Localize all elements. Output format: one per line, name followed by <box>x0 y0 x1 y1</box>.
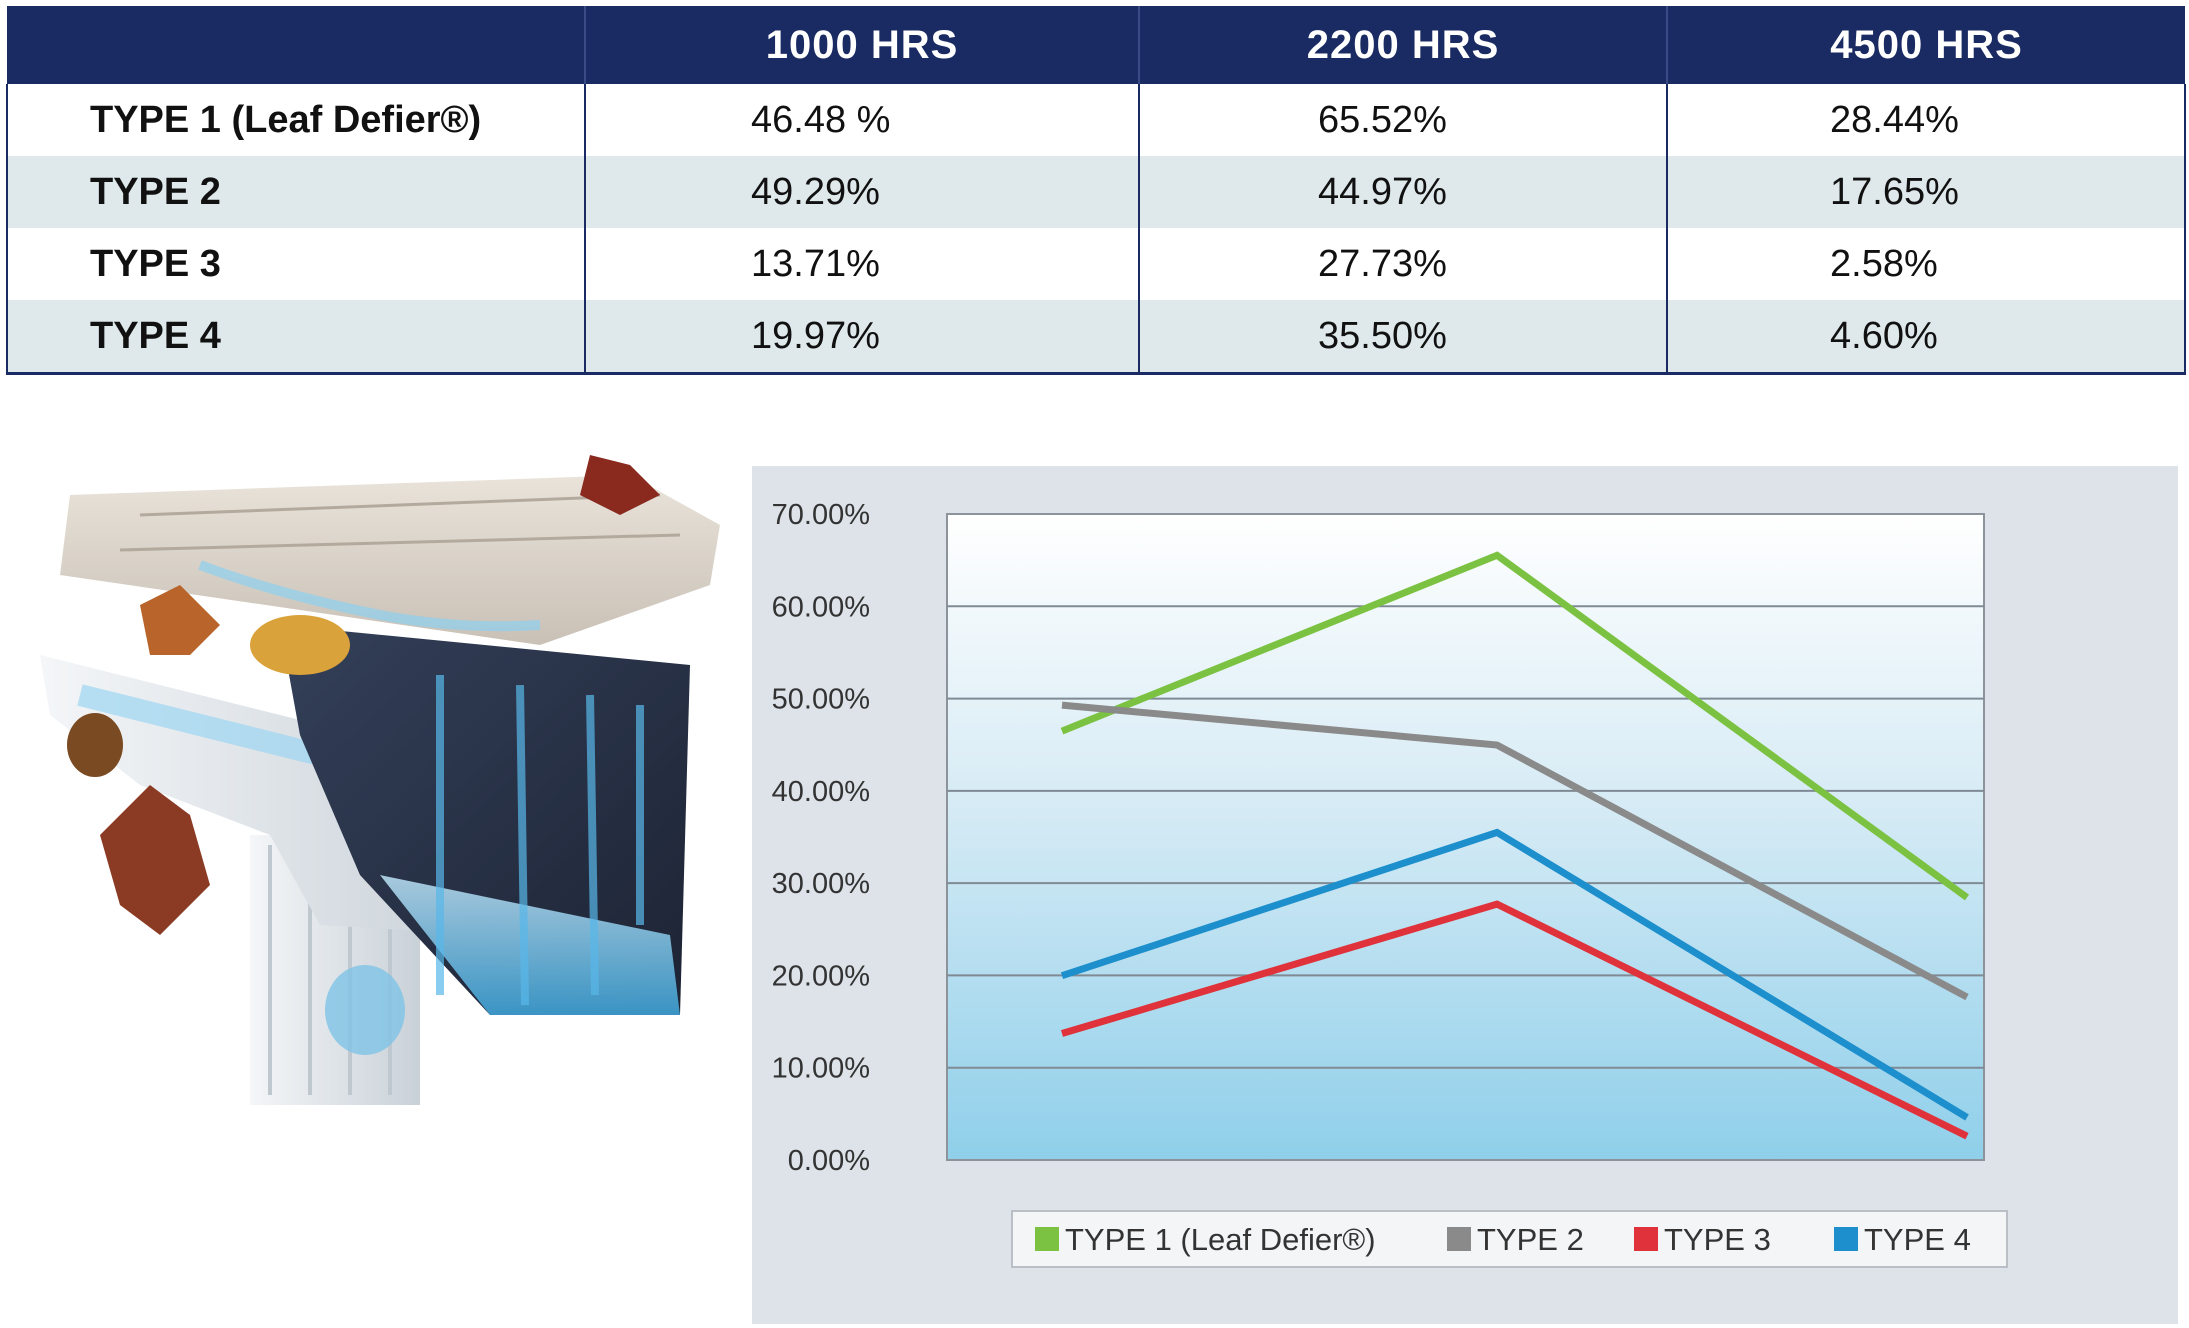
series-line-1 <box>1060 551 1970 901</box>
plot-area <box>946 513 1985 1161</box>
results-table: 1000 HRS 2200 HRS 4500 HRS TYPE 1 (Leaf … <box>6 6 2186 375</box>
legend: TYPE 1 (Leaf Defier®) TYPE 2 TYPE 3 TYPE 4 <box>1035 1222 1971 1257</box>
cell-value: 4.60% <box>1666 300 2186 375</box>
chart-panel: 0.00% 10.00% 20.00% 30.00% 40.00% 50.00% 60.00… <box>752 466 2178 1324</box>
series-line-3 <box>1061 900 1969 1140</box>
cell-value: 19.97% <box>584 300 1139 375</box>
cell-value: 28.44% <box>1666 84 2186 156</box>
table-header-1000: 1000 HRS <box>584 6 1139 84</box>
y-tick-label: 70.00% <box>772 499 870 531</box>
legend-label: TYPE 2 <box>1477 1222 1584 1257</box>
y-tick-label: 60.00% <box>772 591 870 623</box>
legend-label: TYPE 1 (Leaf Defier®) <box>1065 1222 1376 1257</box>
cell-value: 44.97% <box>1138 156 1667 228</box>
row-label: TYPE 2 <box>6 156 585 228</box>
table-row: TYPE 1 (Leaf Defier®) 46.48 % 65.52% 28.… <box>6 84 2186 156</box>
line-chart: 0.00% 10.00% 20.00% 30.00% 40.00% 50.00% 60.00… <box>772 499 2008 1268</box>
row-label: TYPE 1 (Leaf Defier®) <box>6 84 585 156</box>
cell-value: 49.29% <box>584 156 1139 228</box>
y-tick-label: 40.00% <box>772 776 870 808</box>
y-axis-ticks: 0.00% 10.00% 20.00% 30.00% 40.00% 50.00% 60.00… <box>772 499 870 1177</box>
legend-swatch <box>1447 1227 1471 1251</box>
cell-value: 27.73% <box>1138 228 1667 300</box>
gutter-guard-illustration <box>40 455 720 1105</box>
y-tick-label: 0.00% <box>788 1145 870 1177</box>
legend-swatch <box>1834 1227 1858 1251</box>
gridlines <box>947 605 1984 1069</box>
y-tick-label: 30.00% <box>772 868 870 900</box>
cell-value: 35.50% <box>1138 300 1667 375</box>
row-label: TYPE 4 <box>6 300 585 375</box>
legend-label: TYPE 4 <box>1864 1222 1971 1257</box>
table-header-row: 1000 HRS 2200 HRS 4500 HRS <box>7 6 2185 84</box>
cell-value: 17.65% <box>1666 156 2186 228</box>
legend-swatch <box>1035 1227 1059 1251</box>
row-label: TYPE 3 <box>6 228 585 300</box>
table-header-4500: 4500 HRS <box>1666 6 2185 84</box>
table-header-empty <box>7 6 585 84</box>
table-row: TYPE 4 19.97% 35.50% 4.60% <box>6 300 2186 375</box>
y-tick-label: 10.00% <box>772 1053 870 1085</box>
legend-swatch <box>1634 1227 1658 1251</box>
table-row: TYPE 3 13.71% 27.73% 2.58% <box>6 228 2186 300</box>
table-header-2200: 2200 HRS <box>1138 6 1667 84</box>
cell-value: 46.48 % <box>584 84 1139 156</box>
y-tick-label: 20.00% <box>772 960 870 992</box>
cell-value: 13.71% <box>584 228 1139 300</box>
cell-value: 65.52% <box>1138 84 1667 156</box>
table-row: TYPE 2 49.29% 44.97% 17.65% <box>6 156 2186 228</box>
series-line-2 <box>1061 701 1969 1001</box>
series-lines <box>1060 551 1970 1140</box>
legend-label: TYPE 3 <box>1664 1222 1771 1257</box>
cell-value: 2.58% <box>1666 228 2186 300</box>
y-tick-label: 50.00% <box>772 684 870 716</box>
series-line-4 <box>1060 828 1969 1121</box>
